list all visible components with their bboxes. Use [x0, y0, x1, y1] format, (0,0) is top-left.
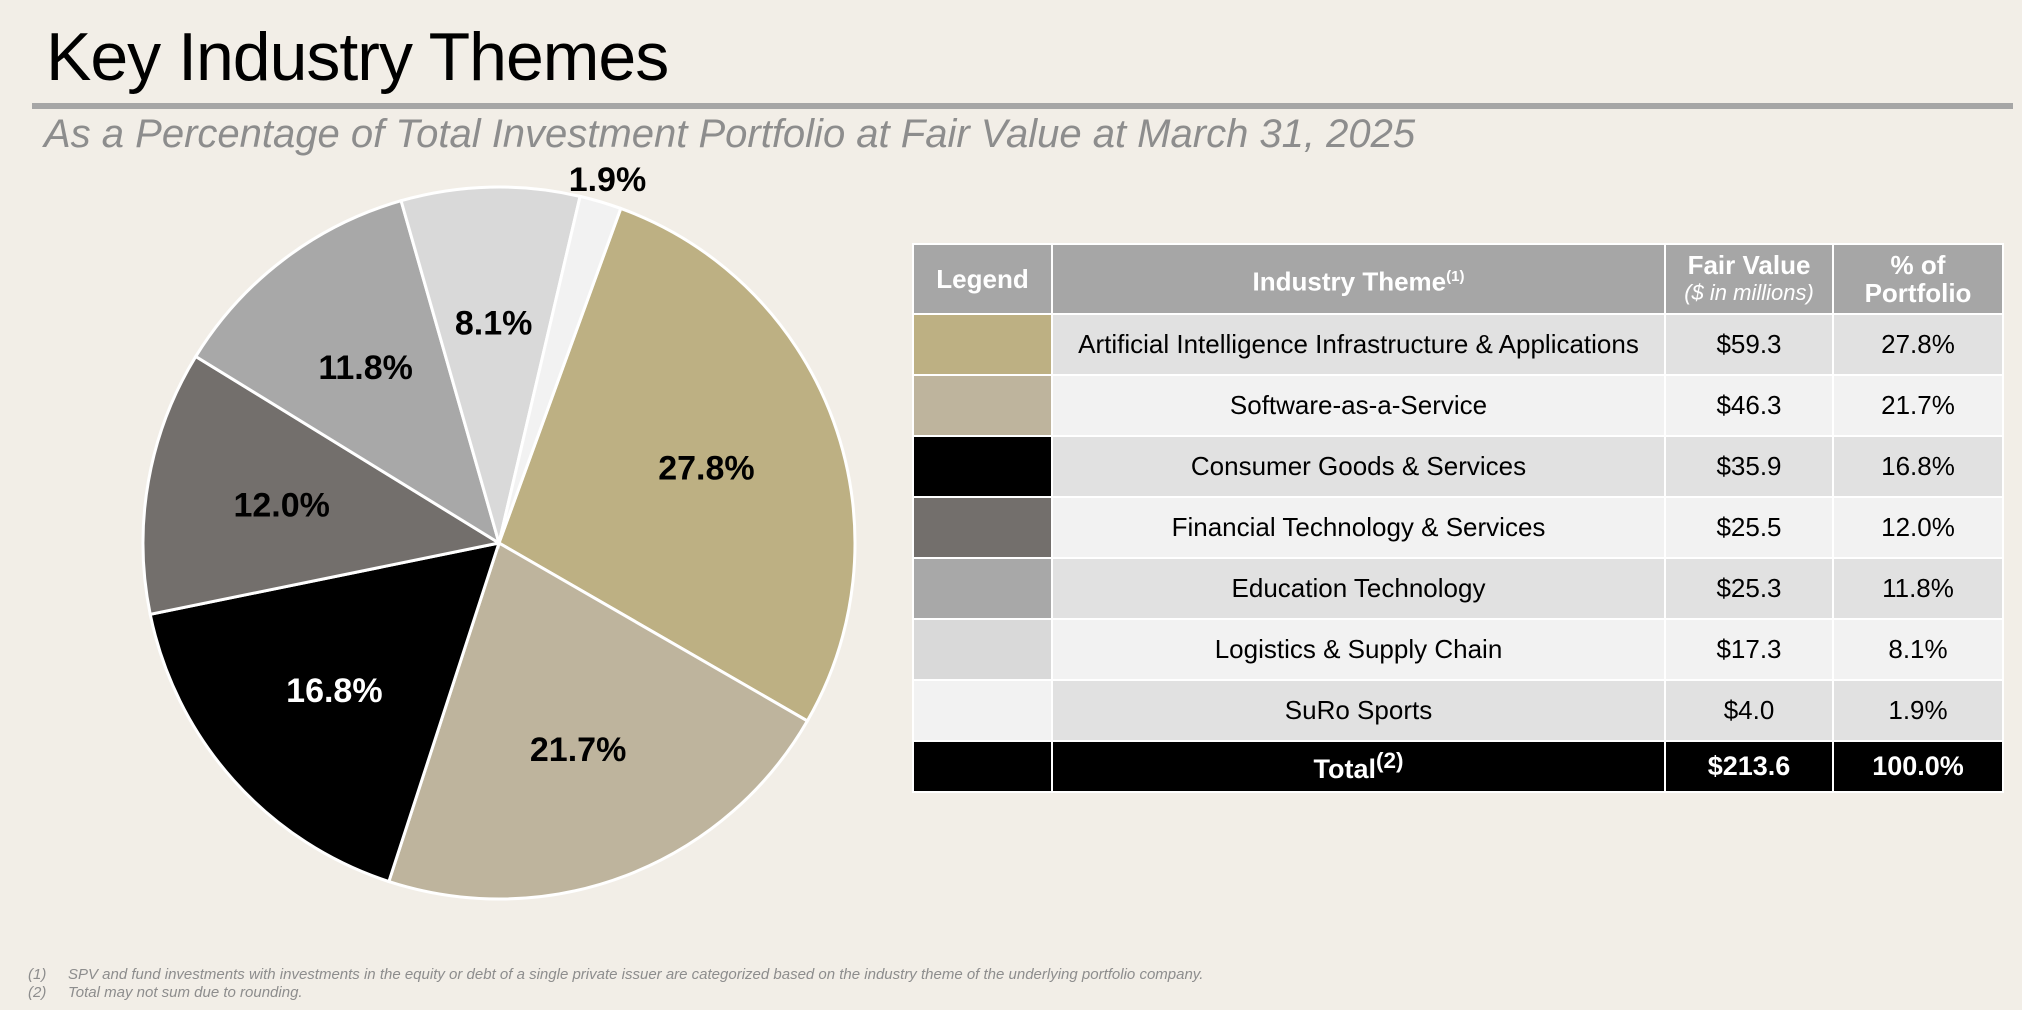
page-title: Key Industry Themes — [46, 19, 669, 95]
table-header-row: Legend Industry Theme(1) Fair Value ($ in… — [912, 243, 2004, 315]
header-fair-value: Fair Value ($ in millions) — [1664, 243, 1834, 315]
theme-cell: Financial Technology & Services — [1051, 496, 1666, 559]
theme-cell: Logistics & Supply Chain — [1051, 618, 1666, 681]
pie-data-label: 27.8% — [658, 449, 754, 487]
legend-swatch — [912, 679, 1053, 742]
total-row: Total(2) $213.6 100.0% — [912, 740, 2004, 793]
pie-slice — [148, 541, 502, 884]
pie-slice — [141, 354, 504, 617]
table-row: Software-as-a-Service $46.3 21.7% — [912, 374, 2004, 437]
theme-cell: Consumer Goods & Services — [1051, 435, 1666, 498]
pct-cell: 8.1% — [1832, 618, 2004, 681]
pie-data-label: 1.9% — [569, 161, 647, 199]
theme-cell: SuRo Sports — [1051, 679, 1666, 742]
pct-cell: 27.8% — [1832, 313, 2004, 376]
footnote-2: (2) Total may not sum due to rounding. — [28, 984, 303, 1001]
pie-slice — [399, 185, 582, 549]
pie-chart: 27.8% 21.7% 16.8% 12.0% 11.8% 8.1% 1.9% — [141, 161, 857, 901]
theme-cell: Software-as-a-Service — [1051, 374, 1666, 437]
pct-cell: 12.0% — [1832, 496, 2004, 559]
fair-value-cell: $25.5 — [1664, 496, 1834, 559]
footnotes: (1) SPV and fund investments with investm… — [28, 966, 1203, 1002]
pct-cell: 11.8% — [1832, 557, 2004, 620]
table-row: Logistics & Supply Chain $17.3 8.1% — [912, 618, 2004, 681]
fair-value-cell: $59.3 — [1664, 313, 1834, 376]
fair-value-cell: $46.3 — [1664, 374, 1834, 437]
pct-cell: 21.7% — [1832, 374, 2004, 437]
legend-swatch — [912, 557, 1053, 620]
pie-data-label: 16.8% — [286, 672, 382, 710]
theme-cell: Artificial Intelligence Infrastructure &… — [1051, 313, 1666, 376]
table-row: Education Technology $25.3 11.8% — [912, 557, 2004, 620]
total-legend-cell — [912, 740, 1053, 793]
title-divider — [32, 103, 2013, 109]
pct-cell: 16.8% — [1832, 435, 2004, 498]
header-pct-portfolio: % of Portfolio — [1832, 243, 2004, 315]
table-row: Financial Technology & Services $25.5 12.0… — [912, 496, 2004, 559]
footnote-1: (1) SPV and fund investments with investm… — [28, 966, 1204, 983]
table-row: Artificial Intelligence Infrastructure &… — [912, 313, 2004, 376]
pie-data-label: 11.8% — [318, 349, 413, 387]
page-subtitle: As a Percentage of Total Investment Port… — [44, 112, 1416, 156]
header-industry-theme: Industry Theme(1) — [1051, 243, 1666, 315]
fair-value-cell: $35.9 — [1664, 435, 1834, 498]
fair-value-cell: $17.3 — [1664, 618, 1834, 681]
total-fair-value: $213.6 — [1664, 740, 1834, 793]
pie-data-label: 21.7% — [530, 731, 626, 769]
legend-swatch — [912, 374, 1053, 437]
legend-swatch — [912, 618, 1053, 681]
total-label: Total(2) — [1051, 740, 1666, 793]
pie-slice — [386, 540, 810, 901]
theme-cell: Education Technology — [1051, 557, 1666, 620]
fair-value-cell: $4.0 — [1664, 679, 1834, 742]
total-pct: 100.0% — [1832, 740, 2004, 793]
pie-slice — [193, 198, 502, 547]
legend-swatch — [912, 496, 1053, 559]
header-legend: Legend — [912, 243, 1053, 315]
pct-cell: 1.9% — [1832, 679, 2004, 742]
table-row: Consumer Goods & Services $35.9 16.8% — [912, 435, 2004, 498]
pie-slice — [497, 194, 623, 544]
legend-swatch — [912, 435, 1053, 498]
pie-data-label: 8.1% — [455, 304, 533, 342]
industry-theme-table: Legend Industry Theme(1) Fair Value ($ in… — [912, 243, 2004, 793]
legend-swatch — [912, 313, 1053, 376]
fair-value-cell: $25.3 — [1664, 557, 1834, 620]
pie-data-label: 12.0% — [233, 487, 329, 525]
table-row: SuRo Sports $4.0 1.9% — [912, 679, 2004, 742]
